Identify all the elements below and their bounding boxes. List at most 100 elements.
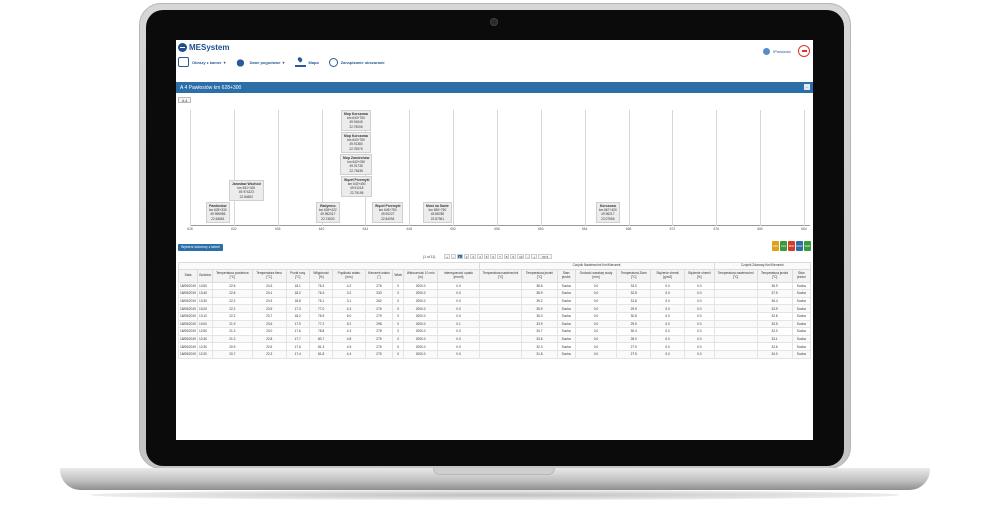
column-header[interactable]: Temperatura jezdni [°C] xyxy=(521,268,558,283)
menu-item-weather[interactable]: Dane pogodowe ▾ xyxy=(235,57,285,67)
column-header[interactable]: Temperatura Ziarn [°C] xyxy=(616,268,652,283)
station-marker[interactable]: Mop Korczowa km 643+750 49.91645 22.75006 xyxy=(341,110,371,131)
station-marker[interactable]: Jarosław Wschód km 631+420 49.974223 22.846… xyxy=(229,180,264,201)
table-cell: 0.0 xyxy=(683,311,715,321)
first-page-button[interactable]: « xyxy=(444,254,451,259)
table-cell: 22.6 xyxy=(211,289,253,298)
timeline-gridline xyxy=(584,110,586,226)
prev-page-button[interactable]: ‹ xyxy=(451,254,457,259)
choose-columns-button[interactable]: Wybierz kolumny z tabeli xyxy=(178,244,223,251)
table-cell: 37.5 xyxy=(756,289,793,298)
column-header[interactable]: Temperatura tlenu [°C] xyxy=(251,268,287,283)
column-header[interactable]: Kierunek wiatru [°] xyxy=(364,268,394,283)
station-marker[interactable]: Mop Zamiechów km 642+050 49.91735 22.75435 xyxy=(340,154,373,175)
tab-a4[interactable]: A-4 xyxy=(178,97,192,103)
export-doc-icon[interactable]: DOC xyxy=(796,241,803,251)
next-page-button[interactable]: › xyxy=(525,254,531,259)
column-header[interactable]: Stan jezdni xyxy=(791,268,812,283)
rows-per-page-select[interactable]: 50 ▾ xyxy=(538,254,553,259)
table-cell: 22.6 xyxy=(251,342,287,351)
user-menu[interactable]: tPawlowic xyxy=(763,48,791,55)
column-header[interactable]: Prędkość wiatru [m/s] xyxy=(332,268,366,283)
table-row[interactable]: 18/08/2019 12:50 21.3 23.0 17.6 78.8 4.3 278 0 20… xyxy=(178,327,812,336)
table-cell: 80.7 xyxy=(308,334,334,344)
table-cell: 22.2 xyxy=(211,311,253,321)
station-marker[interactable]: Węzeł Przemyśl km 643+450 49.91218 22.79195 xyxy=(341,176,373,197)
station-marker[interactable]: Pawłosiów km 628+330 49.996986 22.64681 xyxy=(206,202,230,223)
chevron-down-icon: ▾ xyxy=(223,59,226,65)
station-detail: 23.07556 xyxy=(601,216,615,221)
column-header[interactable]: Wilgotność [%] xyxy=(308,268,334,283)
export-xml-icon[interactable]: XML xyxy=(804,241,811,251)
column-header[interactable]: Data xyxy=(178,268,198,283)
page-number-button[interactable]: 4 xyxy=(477,254,483,259)
station-detail: 49.974223 xyxy=(238,190,254,195)
column-header[interactable]: Wiatr xyxy=(392,268,404,283)
app-logo[interactable]: MESystem xyxy=(178,43,229,52)
column-header[interactable]: Stan jezdni xyxy=(556,268,576,283)
panel-header: A 4 Pawłosiów km 628+300 – xyxy=(176,82,813,93)
page-number-button[interactable]: 6 xyxy=(490,254,497,259)
table-row[interactable]: 18/08/2019 12:30 20.9 22.6 17.5 81.3 4.5 276 0 20… xyxy=(178,342,812,351)
column-header[interactable]: Stężenie chemii [g/m2] xyxy=(650,268,685,283)
page-number-button[interactable]: 10 xyxy=(517,254,525,259)
table-cell: 78.8 xyxy=(308,327,334,336)
table-row[interactable]: 18/08/2019 13:30 22.2 24.3 18.8 75.1 3.1 262 0 20… xyxy=(178,296,812,306)
table-row[interactable]: 18/08/2019 12:20 20.7 22.3 17.4 81.8 4.4 275 0 20… xyxy=(178,349,812,359)
column-header[interactable]: Temperatura powietrza [°C] xyxy=(211,268,253,283)
table-row[interactable]: 18/08/2019 13:00 21.9 23.6 17.9 77.2 5.2 298 0 20… xyxy=(178,319,812,329)
table-row[interactable]: 18/08/2019 13:40 22.6 24.1 18.2 76.3 3.2 333 0 20… xyxy=(178,289,812,298)
station-marker[interactable]: Mop Korczowa km 643+750 49.91380 22.76976 xyxy=(341,132,371,153)
station-detail: 49.91218 xyxy=(350,186,364,191)
table-cell: 27.5 xyxy=(616,349,652,359)
column-header[interactable]: Punkt rosy [°C] xyxy=(285,268,310,283)
collapse-icon[interactable]: – xyxy=(804,84,810,90)
table-cell: 0.0 xyxy=(650,319,685,329)
export-csv-icon[interactable]: CSV xyxy=(772,241,779,251)
column-header[interactable]: Grubość warstwy wody [mm] xyxy=(574,268,618,283)
page-number-button[interactable]: 5 xyxy=(483,254,490,259)
menu-item-map[interactable]: Mapa xyxy=(294,57,319,67)
last-page-button[interactable]: » xyxy=(531,254,538,259)
timeline-gridline xyxy=(321,110,323,226)
column-header[interactable]: Widoczność 10 min [m] xyxy=(402,268,439,283)
page-number-button[interactable]: 2 xyxy=(463,254,470,259)
page-number-button[interactable]: 1 xyxy=(457,254,463,259)
table-cell: 0.0 xyxy=(437,349,480,359)
export-pdf-icon[interactable]: PDF xyxy=(788,241,795,251)
station-marker[interactable]: Most na Sanie km 650+750 49.88788 22.87961 xyxy=(423,202,452,223)
table-row[interactable]: 18/08/2019 13:20 22.2 23.9 17.3 77.0 4.3 276 0 20… xyxy=(178,304,812,313)
column-header[interactable]: Stężenie chemii [%] xyxy=(683,268,715,283)
column-header[interactable]: Temperatura nawierzchni [°C] xyxy=(713,268,758,283)
logout-icon[interactable] xyxy=(798,45,810,57)
page-number-button[interactable]: 9 xyxy=(510,254,517,259)
export-xls-icon[interactable]: XLS xyxy=(780,241,787,251)
menu-item-areas[interactable]: Zarządzanie obszarami xyxy=(328,57,385,67)
camera-icon xyxy=(178,57,189,67)
table-row[interactable]: 18/08/2019 12:40 21.2 22.8 17.7 80.7 4.8 275 0 20… xyxy=(178,334,812,344)
timeline-tick-label: 684 xyxy=(801,227,807,231)
station-detail: km 667+400 xyxy=(599,208,617,213)
table-cell xyxy=(713,281,758,291)
group-header-secondary-sensor: Czujnik Zdanosy Km/Kierunek xyxy=(713,262,812,270)
column-header[interactable]: Intensywność opadu [mm/h] xyxy=(437,268,480,283)
table-cell: 276 xyxy=(364,342,394,351)
column-header[interactable]: Temperatura jezdni [°C] xyxy=(756,268,793,283)
table-cell: 262 xyxy=(364,296,394,306)
station-detail: 22.87961 xyxy=(430,216,445,221)
table-row[interactable]: 18/08/2019 13:50 22.5 24.3 18.1 76.3 4.2 276 0 20… xyxy=(178,281,812,291)
page-number-button[interactable]: 8 xyxy=(503,254,510,259)
table-row[interactable]: 18/08/2019 13:10 22.2 23.7 18.2 76.9 6.0 279 0 20… xyxy=(178,311,812,321)
page-number-button[interactable]: 7 xyxy=(497,254,503,259)
app-screen: MESystem tPawlowic Obrazy z kamer ▾ Dane… xyxy=(176,40,813,440)
menu-item-cameras[interactable]: Obrazy z kamer ▾ xyxy=(178,57,226,67)
table-cell: Sucha xyxy=(791,311,812,321)
station-marker[interactable]: Radymno km 639+422 49.952317 22.74530 xyxy=(316,202,340,223)
table-cell: 0.0 xyxy=(683,349,715,359)
column-header[interactable]: Godzina xyxy=(196,268,213,283)
page-number-button[interactable]: 3 xyxy=(470,254,477,259)
column-header[interactable]: Temperatura nawierzchni [°C] xyxy=(478,268,523,283)
station-detail: km 628+330 xyxy=(209,208,227,213)
station-marker[interactable]: Korczowa km 667+400 49.96217 23.07556 xyxy=(596,202,620,223)
station-marker[interactable]: Węzeł Przemyśl km 645+750 49.90227 22.84094 xyxy=(372,202,404,223)
